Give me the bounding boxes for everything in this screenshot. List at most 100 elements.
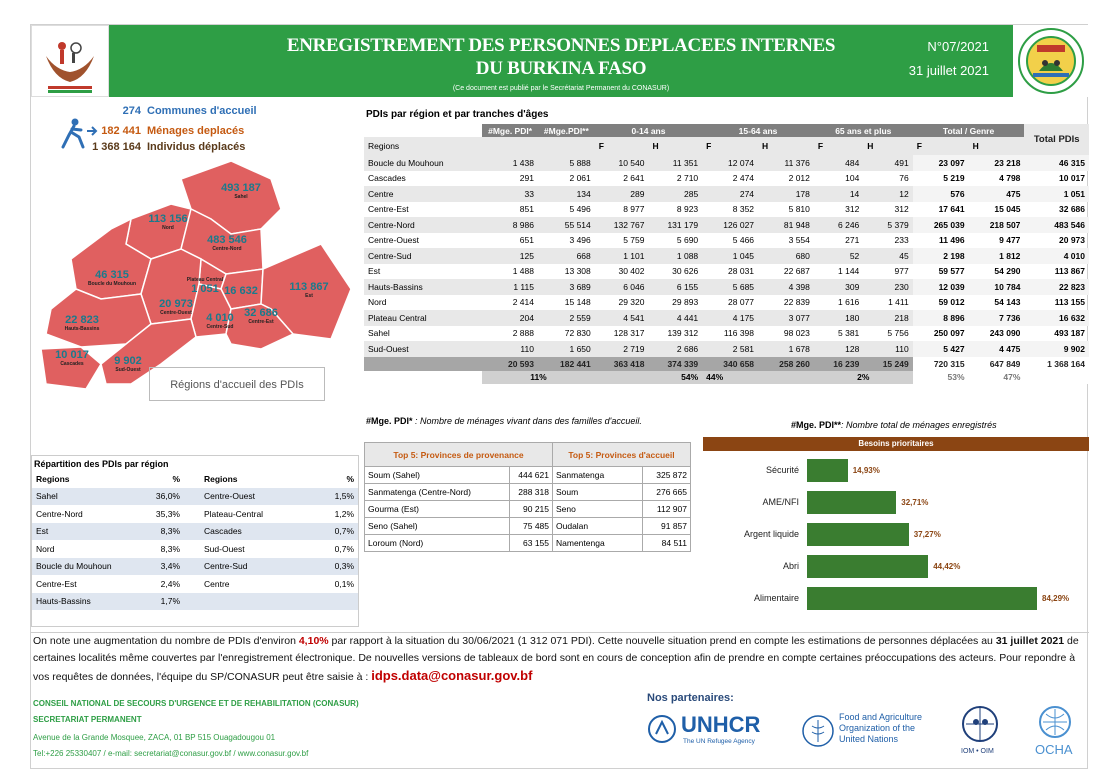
table-cell: 5 379 xyxy=(863,217,913,233)
top5-cell: 444 621 xyxy=(509,466,553,484)
col-15-64: 15-64 ans xyxy=(702,124,814,137)
total-cell: 182 441 xyxy=(537,356,595,371)
repartition-cell: Centre xyxy=(204,578,230,589)
top5-cell: 84 511 xyxy=(642,534,691,552)
top5-cell: 90 215 xyxy=(509,500,553,518)
table-cell: 218 507 xyxy=(968,217,1025,233)
besoins-bar-label: AME/NFI xyxy=(762,497,799,507)
table-cell: 22 823 xyxy=(1024,279,1089,295)
repartition-cell: 0,7% xyxy=(334,543,354,554)
top5-cell: 112 907 xyxy=(642,500,691,518)
region-name-cell: Centre-Est xyxy=(368,204,409,215)
table-cell: 98 023 xyxy=(783,328,810,339)
bulletin-date: 31 juillet 2021 xyxy=(908,63,989,78)
col-total-genre: Total / Genre xyxy=(912,124,1025,137)
repartition-row: Sahel 36,0% Centre-Ouest 1,5% xyxy=(32,487,358,505)
table-cell: 493 187 xyxy=(1054,328,1085,339)
col-65-plus: 65 ans et plus xyxy=(813,124,913,137)
top5-cell: Oudalan xyxy=(552,517,643,535)
map-caption: Régions d'accueil des PDIs xyxy=(149,367,325,401)
total-cell: 720 315 xyxy=(912,356,969,371)
table-cell: 5 466 xyxy=(732,235,755,246)
repartition-cell: Centre-Nord xyxy=(36,508,83,519)
repartition-cell: Plateau-Central xyxy=(204,508,264,519)
repartition-cell: Centre-Sud xyxy=(184,557,294,575)
repartition-header: Regions % Regions % xyxy=(32,470,358,488)
region-name-cell: Nord xyxy=(368,297,387,308)
table-cell: 54 290 xyxy=(994,266,1021,277)
table-cell: 1 051 xyxy=(1024,186,1089,202)
map-value-sud-ouest: 9 902 xyxy=(114,355,142,367)
map-name-centre-est: Centre-Est xyxy=(248,319,274,325)
table-cell: 5 759 xyxy=(623,235,645,246)
table-cell: 2 710 xyxy=(676,173,699,184)
stat-menages: 182 441 Ménages deplacés xyxy=(31,125,244,137)
table-cell: 1 144 xyxy=(838,266,860,277)
contact-sp: SECRETARIAT PERMANENT xyxy=(33,715,142,724)
map-name-sud-ouest: Sud-Ouest xyxy=(115,367,141,373)
table-cell: 1 045 xyxy=(702,248,759,264)
repartition-cell xyxy=(184,592,294,610)
table-cell: 2 719 xyxy=(594,341,649,357)
table-cell: 46 315 xyxy=(1024,155,1089,171)
table-cell: 265 039 xyxy=(912,217,969,233)
table-cell: 10 017 xyxy=(1059,173,1085,184)
repartition-cell: Boucle du Mouhoun xyxy=(32,557,132,575)
table-row: Centre-Nord 8 986 55 514 132 767 131 179 126 … xyxy=(364,217,1089,233)
map-label-boucle: 46 315 Boucle du Mouhoun xyxy=(83,269,141,287)
table-cell: 309 xyxy=(813,279,864,295)
table-cell: 680 xyxy=(758,248,814,264)
unhcr-sub: The UN Refugee Agency xyxy=(683,738,755,745)
table-cell: 30 626 xyxy=(672,266,699,277)
table-cell: 4 398 xyxy=(758,279,814,295)
table-cell: 2 012 xyxy=(788,173,810,184)
top5-cell: Seno xyxy=(552,500,643,518)
region-name-cell: Centre xyxy=(364,186,483,202)
stat-menages-value: 182 441 xyxy=(101,125,141,137)
table-cell: 12 xyxy=(863,186,913,202)
table-cell: 2 198 xyxy=(912,248,969,264)
stat-communes-value: 274 xyxy=(122,105,141,117)
map-value-centre-ouest: 20 973 xyxy=(159,298,193,310)
table-cell: 5 381 xyxy=(838,328,860,339)
note1-key: #Mge. PDI* xyxy=(366,416,413,426)
map-value-centre: 16 632 xyxy=(224,285,258,297)
conasur-logo xyxy=(1013,25,1089,97)
pdi-age-table: #Mge. PDI* #Mge.PDI** 0-14 ans 15-64 ans… xyxy=(364,124,1089,384)
top5-cell: Soum (Sahel) xyxy=(364,466,510,484)
region-name-cell: Sahel xyxy=(368,328,390,339)
col-h: H xyxy=(758,137,814,155)
table-row: Est 1 488 13 308 30 402 30 626 28 031 22 687 1 … xyxy=(364,264,1089,280)
top5-cell: 75 485 xyxy=(509,517,553,535)
stat-individus-label: Individus déplacés xyxy=(147,141,246,153)
table-row: Boucle du Mouhoun 1 438 5 888 10 540 11 351 1… xyxy=(364,155,1089,171)
map-value-plateau-central: 1 051 xyxy=(191,283,219,295)
region-name-cell: Sud-Ouest xyxy=(364,341,483,357)
repartition-cell: 1,5% xyxy=(294,487,358,505)
repartition-cell xyxy=(294,592,358,610)
burkina-logo xyxy=(31,25,109,97)
note-part-c: de certaines localités même couvertes pa… xyxy=(33,635,1079,683)
table-row: Centre-Sud 125 668 1 101 1 088 1 045 680 52 45 2 … xyxy=(364,248,1089,264)
table-row: Sahel 2 888 72 830 128 317 139 312 116 398 98 … xyxy=(364,326,1089,342)
header-subtitle: (Ce document est publié par le Secrétari… xyxy=(452,85,670,92)
table-cell: 104 xyxy=(845,173,860,184)
percent-cell: 44% xyxy=(702,370,814,384)
table-note-2: #Mge. PDI**: Nombre total de ménages enr… xyxy=(791,420,997,430)
besoins-bar-value: 14,93% xyxy=(852,466,880,475)
top5-cell: Seno (Sahel) xyxy=(364,517,510,535)
header-title-line2: DU BURKINA FASO xyxy=(475,58,647,79)
map-name-est: Est xyxy=(305,293,313,299)
col-total-pdis: Total PDIs xyxy=(1024,124,1089,155)
email-link[interactable]: idps.data@conasur.gov.bf xyxy=(371,668,533,683)
table-cell: 1 115 xyxy=(482,279,538,295)
table-row: Centre 33 134 289 285 274 178 14 12 576 475 1 051 xyxy=(364,186,1089,202)
table-cell: 178 xyxy=(758,186,814,202)
besoins-bar xyxy=(807,523,909,546)
table-cell: 204 xyxy=(482,310,538,326)
percent-cell: 2% xyxy=(813,370,913,384)
percent-cell: 53% xyxy=(912,370,969,384)
rep-col-regions: Regions xyxy=(36,473,70,484)
table-cell: 132 767 xyxy=(594,217,649,233)
map-label-centre: 16 632 xyxy=(219,285,263,297)
